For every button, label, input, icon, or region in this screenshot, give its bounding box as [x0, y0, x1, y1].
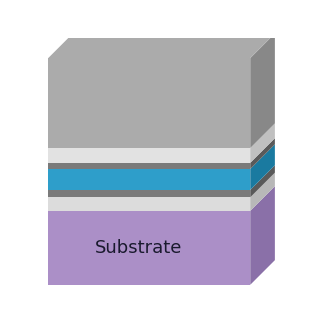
- Polygon shape: [250, 124, 275, 163]
- Polygon shape: [48, 169, 250, 190]
- Polygon shape: [250, 34, 275, 148]
- Polygon shape: [250, 144, 275, 190]
- Polygon shape: [48, 148, 250, 163]
- Text: Substrate: Substrate: [95, 239, 182, 257]
- Polygon shape: [48, 197, 250, 211]
- Polygon shape: [48, 163, 250, 169]
- Polygon shape: [250, 138, 275, 169]
- Polygon shape: [48, 34, 275, 58]
- Polygon shape: [48, 190, 250, 197]
- Polygon shape: [250, 173, 275, 211]
- Polygon shape: [250, 165, 275, 197]
- Polygon shape: [48, 211, 250, 285]
- Polygon shape: [250, 186, 275, 285]
- Polygon shape: [48, 58, 250, 148]
